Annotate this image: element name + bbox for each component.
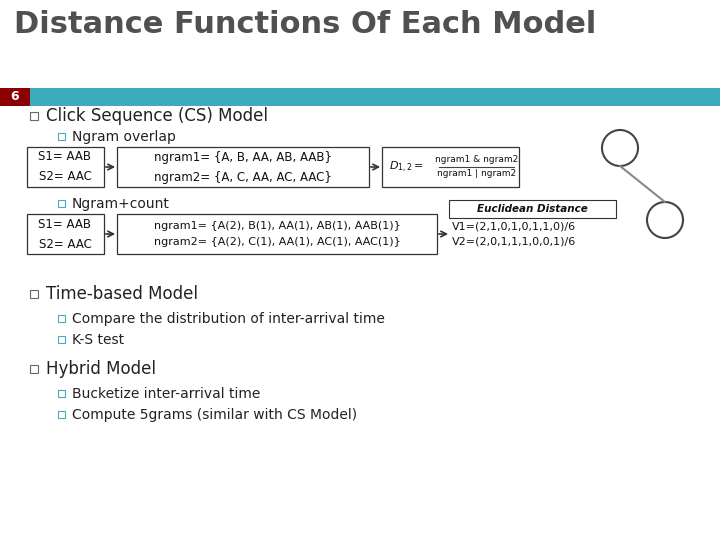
Text: Ngram overlap: Ngram overlap <box>72 130 176 144</box>
Text: V1=(2,1,0,1,0,1,1,0)/6
V2=(2,0,1,1,1,0,0,1)/6: V1=(2,1,0,1,0,1,1,0)/6 V2=(2,0,1,1,1,0,0… <box>452 221 576 247</box>
Text: ngram1= {A, B, AA, AB, AAB}
ngram2= {A, C, AA, AC, AAC}: ngram1= {A, B, AA, AB, AAB} ngram2= {A, … <box>154 151 332 184</box>
FancyBboxPatch shape <box>27 214 104 254</box>
Bar <box>58 315 65 322</box>
Text: S1= AAB
S2= AAC: S1= AAB S2= AAC <box>38 151 91 184</box>
Bar <box>58 200 65 207</box>
Text: $D_{1,2}=$: $D_{1,2}=$ <box>389 159 424 174</box>
Text: S1= AAB
S2= AAC: S1= AAB S2= AAC <box>38 218 91 251</box>
FancyBboxPatch shape <box>117 147 369 187</box>
Text: ngram1 | ngram2: ngram1 | ngram2 <box>437 170 516 179</box>
Bar <box>30 365 38 373</box>
Text: Compute 5grams (similar with CS Model): Compute 5grams (similar with CS Model) <box>72 408 357 422</box>
Text: ngram1 & ngram2: ngram1 & ngram2 <box>435 156 518 165</box>
Text: Bucketize inter-arrival time: Bucketize inter-arrival time <box>72 387 261 401</box>
FancyBboxPatch shape <box>117 214 437 254</box>
Text: ngram1= {A(2), B(1), AA(1), AB(1), AAB(1)}
ngram2= {A(2), C(1), AA(1), AC(1), AA: ngram1= {A(2), B(1), AA(1), AB(1), AAB(1… <box>153 221 400 247</box>
Text: Compare the distribution of inter-arrival time: Compare the distribution of inter-arriva… <box>72 312 385 326</box>
Text: K-S test: K-S test <box>72 333 124 347</box>
Bar <box>58 336 65 343</box>
Text: Ngram+count: Ngram+count <box>72 197 170 211</box>
Text: Click Sequence (CS) Model: Click Sequence (CS) Model <box>46 107 268 125</box>
Text: 6: 6 <box>11 91 19 104</box>
Bar <box>30 290 38 298</box>
Bar <box>0 88 30 106</box>
FancyBboxPatch shape <box>27 147 104 187</box>
Bar <box>58 133 65 140</box>
Bar <box>58 411 65 418</box>
Text: Distance Functions Of Each Model: Distance Functions Of Each Model <box>14 10 596 39</box>
Bar <box>30 112 38 120</box>
Text: Hybrid Model: Hybrid Model <box>46 360 156 378</box>
Text: Time-based Model: Time-based Model <box>46 285 198 303</box>
FancyBboxPatch shape <box>382 147 519 187</box>
FancyBboxPatch shape <box>449 200 616 218</box>
Text: Euclidean Distance: Euclidean Distance <box>477 204 588 214</box>
Bar <box>58 390 65 397</box>
Bar <box>0 88 720 106</box>
